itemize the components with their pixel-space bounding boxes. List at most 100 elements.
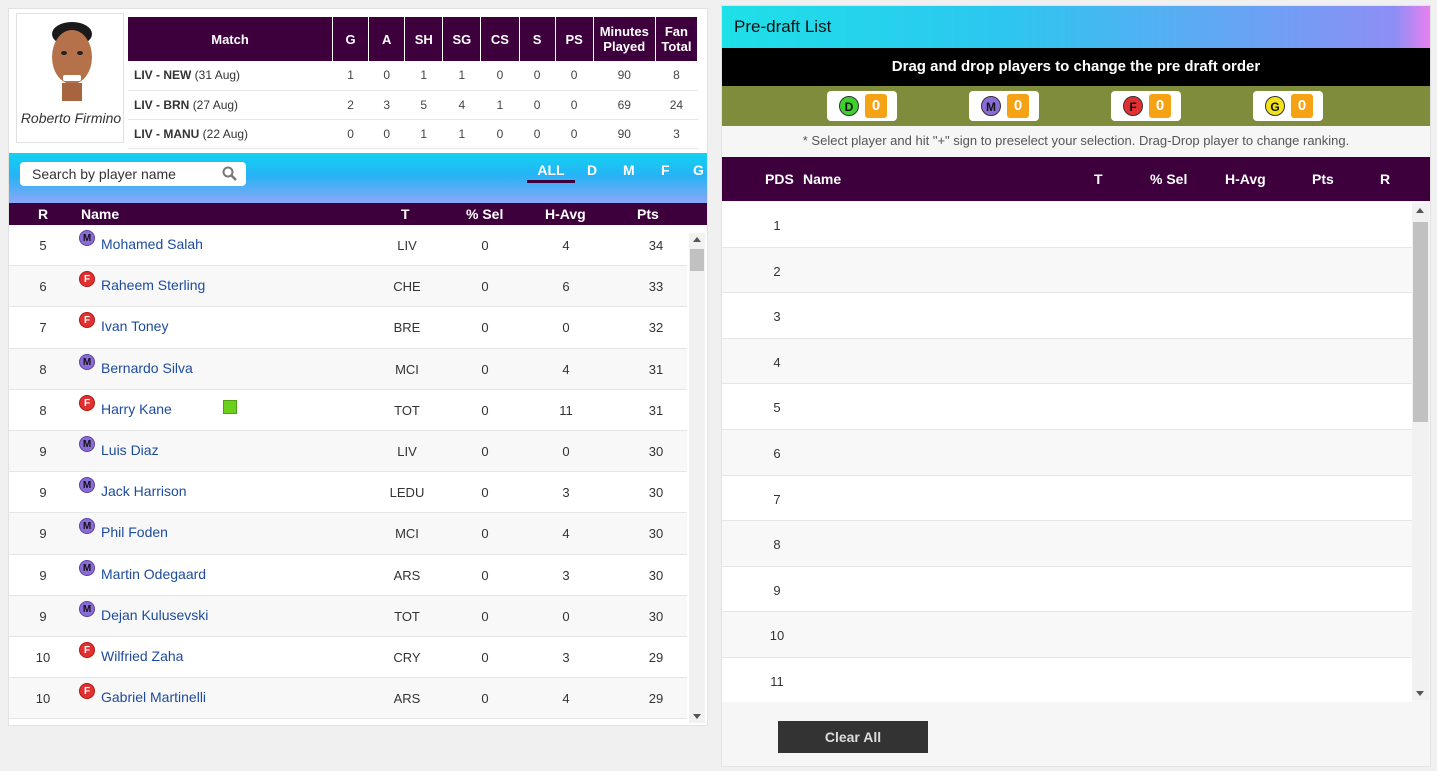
player-row[interactable]: 9 M Dejan Kulusevski TOT 0 0 30 xyxy=(9,595,687,637)
player-sel: 0 xyxy=(481,320,489,336)
player-name-link[interactable]: Phil Foden xyxy=(101,524,168,541)
player-team: LIV xyxy=(397,238,417,253)
player-rank: 8 xyxy=(39,402,47,418)
player-row[interactable]: 7 F Ivan Toney BRE 0 0 32 xyxy=(9,307,687,349)
col-sel[interactable]: % Sel xyxy=(466,206,504,222)
player-name-link[interactable]: Ivan Toney xyxy=(101,318,169,335)
match-stat: 1 xyxy=(442,119,481,149)
predraft-scrollbar[interactable] xyxy=(1412,204,1429,700)
player-row[interactable]: 9 M Phil Foden MCI 0 4 30 xyxy=(9,513,687,555)
col-team[interactable]: T xyxy=(401,206,410,222)
scroll-up-icon[interactable] xyxy=(1416,208,1424,213)
match-teams-label: LIV - MANU xyxy=(134,126,200,141)
player-rank: 9 xyxy=(39,443,47,459)
match-stat: 1 xyxy=(480,90,519,120)
filter-all[interactable]: ALL xyxy=(527,162,575,183)
player-row[interactable]: 9 M Luis Diaz LIV 0 0 30 xyxy=(9,430,687,473)
player-name-link[interactable]: Luis Diaz xyxy=(101,441,159,458)
player-name-link[interactable]: Wilfried Zaha xyxy=(101,647,184,664)
scroll-thumb[interactable] xyxy=(690,249,704,271)
player-row[interactable]: 10 F Wilfried Zaha CRY 0 3 29 xyxy=(9,637,687,679)
player-havg: 0 xyxy=(562,320,570,336)
player-name-link[interactable]: Dejan Kulusevski xyxy=(101,606,209,623)
predraft-slot[interactable]: 2 xyxy=(722,247,1412,294)
player-team: ARS xyxy=(393,691,421,707)
col-havg: H-Avg xyxy=(1225,171,1266,187)
player-pts: 29 xyxy=(648,691,664,707)
player-pts: 34 xyxy=(648,238,664,253)
filter-d[interactable]: D xyxy=(587,162,598,178)
predraft-slot[interactable]: 8 xyxy=(722,521,1412,567)
player-sel: 0 xyxy=(481,608,489,624)
predraft-slot[interactable]: 10 xyxy=(722,612,1412,658)
player-row[interactable]: 8 M Bernardo Silva MCI 0 4 31 xyxy=(9,348,687,390)
player-name-link[interactable]: Jack Harrison xyxy=(101,483,187,500)
predraft-slot[interactable]: 7 xyxy=(722,476,1412,522)
predraft-slot[interactable]: 4 xyxy=(722,338,1412,385)
player-sel: 0 xyxy=(481,443,489,459)
position-badge: M xyxy=(79,600,95,617)
filter-m[interactable]: M xyxy=(623,162,635,178)
match-col-header: G xyxy=(332,17,370,61)
player-sel: 0 xyxy=(481,567,489,583)
scroll-down-icon[interactable] xyxy=(693,714,701,719)
scroll-down-icon[interactable] xyxy=(1416,691,1424,696)
match-row: LIV - NEW (31 Aug) 1 0 1 1 0 0 0 90 8 xyxy=(128,61,698,91)
scroll-up-icon[interactable] xyxy=(693,237,701,242)
col-r[interactable]: R xyxy=(38,206,49,222)
player-name-link[interactable]: Mohamed Salah xyxy=(101,236,203,252)
predraft-slot[interactable]: 9 xyxy=(722,567,1412,613)
player-row[interactable]: 5 M Mohamed Salah LIV 0 4 34 xyxy=(9,225,687,267)
predraft-slot[interactable]: 1 xyxy=(722,202,1412,248)
player-pts: 31 xyxy=(648,361,664,377)
predraft-slot[interactable]: 6 xyxy=(722,429,1412,476)
player-row[interactable]: 9 M Jack Harrison LEDU 0 3 30 xyxy=(9,472,687,514)
search-icon[interactable] xyxy=(222,166,238,182)
predraft-slot[interactable]: 11 xyxy=(722,658,1412,702)
predraft-slot[interactable]: 5 xyxy=(722,384,1412,430)
player-rank: 10 xyxy=(35,649,51,665)
col-havg[interactable]: H-Avg xyxy=(545,206,586,222)
counter-value: 0 xyxy=(1291,94,1313,118)
filter-g[interactable]: G xyxy=(693,162,704,178)
clear-all-button[interactable]: Clear All xyxy=(778,721,928,753)
player-row[interactable]: 8 F Harry Kane TOT 0 11 31 xyxy=(9,390,687,431)
predraft-table-header: PDS Name T % Sel H-Avg Pts R xyxy=(722,157,1430,201)
player-name-link[interactable]: Raheem Sterling xyxy=(101,277,206,294)
scroll-thumb[interactable] xyxy=(1413,222,1428,422)
player-row[interactable]: 10 F Gabriel Martinelli ARS 0 4 29 xyxy=(9,678,687,720)
match-col-header: Fan Total xyxy=(655,17,699,61)
player-pts: 30 xyxy=(648,485,664,501)
player-name-link[interactable]: Bernardo Silva xyxy=(101,359,193,376)
player-rank: 9 xyxy=(39,567,47,583)
player-row[interactable]: 9 M Martin Odegaard ARS 0 3 30 xyxy=(9,555,687,596)
player-row[interactable]: 6 F Raheem Sterling CHE 0 6 33 xyxy=(9,266,687,308)
slot-number: 6 xyxy=(773,445,781,461)
player-name-link[interactable]: Martin Odegaard xyxy=(101,565,207,582)
player-rank: 6 xyxy=(39,279,47,295)
player-name-link[interactable]: Gabriel Martinelli xyxy=(101,689,207,706)
player-sel: 0 xyxy=(481,238,489,253)
player-name-link[interactable]: Harry Kane xyxy=(101,400,172,417)
position-badge: F xyxy=(79,641,95,658)
match-stat: 0 xyxy=(555,61,594,91)
player-pts: 29 xyxy=(648,649,664,665)
search-input[interactable]: Search by player name xyxy=(20,162,246,186)
col-name[interactable]: Name xyxy=(81,206,120,222)
player-card: Roberto Firmino xyxy=(16,13,124,143)
predraft-slot[interactable]: 3 xyxy=(722,293,1412,339)
col-team: T xyxy=(1094,171,1103,187)
col-pts[interactable]: Pts xyxy=(637,206,659,222)
player-team: TOT xyxy=(394,608,420,624)
player-pts: 30 xyxy=(648,526,664,542)
player-havg: 3 xyxy=(562,567,570,583)
player-list-scrollbar[interactable] xyxy=(689,233,705,723)
position-icon: D xyxy=(839,96,859,116)
filter-f[interactable]: F xyxy=(661,162,670,178)
match-stat: 8 xyxy=(655,61,698,91)
player-table-header: R Name T % Sel H-Avg Pts xyxy=(9,203,707,225)
player-name: Roberto Firmino xyxy=(20,110,122,126)
